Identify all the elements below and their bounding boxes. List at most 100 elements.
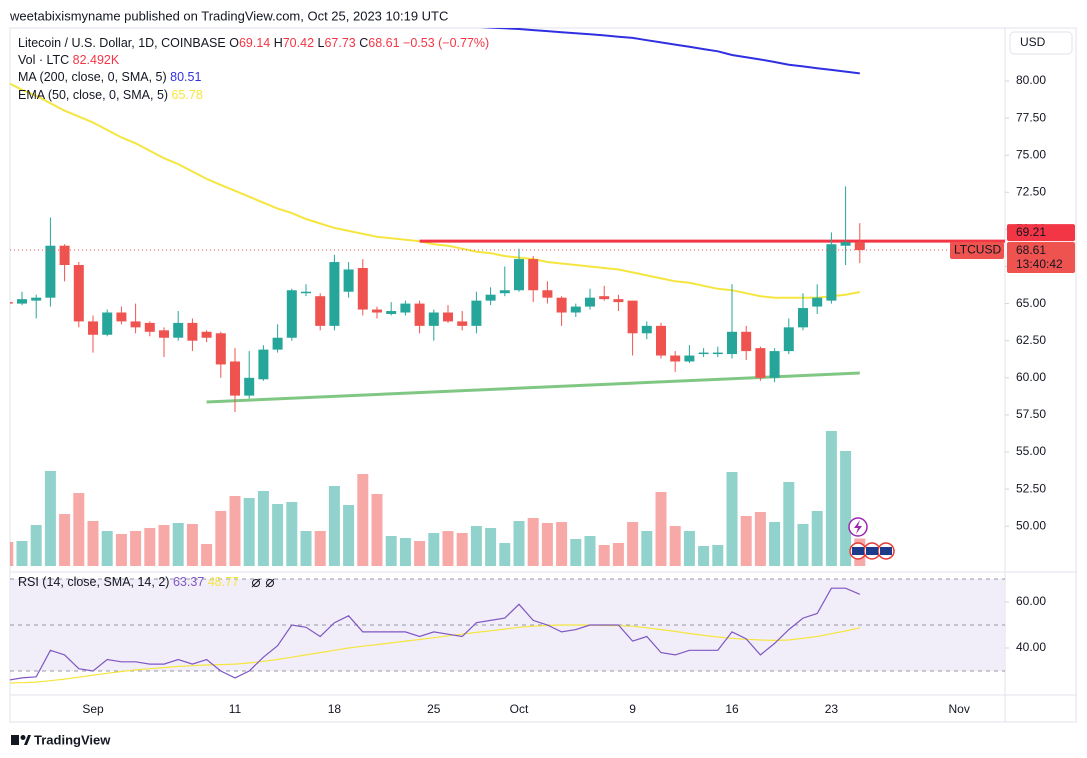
volume-bar <box>754 512 766 566</box>
volume-bar <box>712 545 724 566</box>
ohlc-value: 68.61 <box>368 36 399 50</box>
candle-body <box>372 309 382 313</box>
event-icon[interactable] <box>854 520 862 534</box>
volume-bar <box>229 496 241 566</box>
x-tick-label: 18 <box>328 702 342 716</box>
rsi-tick-label: 60.00 <box>1016 594 1046 608</box>
volume-bar <box>44 471 56 566</box>
logo-mark <box>24 735 31 745</box>
candle-body <box>343 269 354 292</box>
x-tick-label: Nov <box>949 702 970 716</box>
candle-body <box>301 291 311 294</box>
volume-bar <box>328 486 340 566</box>
candle-body <box>45 245 56 298</box>
y-tick-label: 60.00 <box>1016 370 1046 384</box>
candle-body <box>357 267 368 310</box>
y-tick-label: 77.50 <box>1016 110 1046 124</box>
candle-body <box>556 297 567 313</box>
volume-bar <box>726 472 738 566</box>
candle-body <box>585 297 595 307</box>
rsi-value: 63.37 <box>173 575 204 589</box>
currency-button[interactable] <box>1009 31 1073 55</box>
ohlc-value: 69.14 <box>239 36 270 50</box>
candle-body <box>599 296 610 300</box>
x-tick-label: 9 <box>629 702 636 716</box>
volume-bar <box>30 525 42 566</box>
volume-bar <box>314 531 326 566</box>
candle-body <box>159 330 169 338</box>
candle-body <box>727 331 737 355</box>
rsi-sma-line <box>10 624 860 684</box>
x-tick-label: 25 <box>427 702 441 716</box>
volume-bar <box>73 493 85 566</box>
event-icon[interactable] <box>866 547 878 555</box>
last-price-label: 68.61 <box>1016 243 1046 257</box>
icon[interactable] <box>265 578 275 588</box>
candle-body <box>329 262 340 326</box>
icon[interactable] <box>252 579 260 587</box>
event-icons[interactable] <box>848 517 895 560</box>
volume-bar <box>10 542 14 566</box>
x-tick-label: 11 <box>229 702 242 716</box>
candle-body <box>116 312 127 322</box>
footer-text: TradingView <box>34 732 111 747</box>
volume-bar <box>130 531 142 566</box>
volume-bar <box>641 531 653 566</box>
header: weetabixismyname published on TradingVie… <box>9 8 448 23</box>
icon[interactable] <box>266 579 274 587</box>
candle-body <box>31 297 42 301</box>
resistance-label: 69.21 <box>1016 225 1046 239</box>
volume-bar <box>499 543 511 566</box>
icon[interactable] <box>251 578 261 588</box>
legend-volume: Vol · LTC 82.492K <box>18 53 120 67</box>
candle-body <box>173 322 184 338</box>
candle-body <box>670 355 681 362</box>
y-tick-label: 55.00 <box>1016 444 1046 458</box>
legend-main: Litecoin / U.S. Dollar, 1D, COINBASE O69… <box>18 36 489 50</box>
candle-body <box>826 244 837 301</box>
symbol-title: Litecoin / U.S. Dollar, 1D, COINBASE <box>18 36 226 50</box>
volume-bar <box>485 528 497 566</box>
candle-body <box>783 327 794 352</box>
volume-bar <box>556 522 568 566</box>
candle-body <box>215 333 226 365</box>
symbol-label-box <box>950 242 1004 260</box>
volume-bar <box>783 482 795 566</box>
volume-bar <box>598 545 610 566</box>
visibility-icons[interactable] <box>251 578 275 588</box>
ema-value: 65.78 <box>172 88 203 102</box>
volume-bar <box>371 494 383 566</box>
volume-bar <box>740 516 752 566</box>
event-icon[interactable] <box>852 547 864 555</box>
support-line <box>206 371 860 404</box>
volume-bar <box>612 543 624 566</box>
symbol-label: LTCUSD <box>954 243 1001 257</box>
volume-bar <box>286 502 298 566</box>
candle-body <box>471 300 482 326</box>
candle-body <box>88 321 98 335</box>
candle-body <box>400 303 411 313</box>
x-tick-label: Sep <box>82 702 104 716</box>
resistance-label-box <box>1007 224 1075 242</box>
candle-body <box>613 299 624 303</box>
volume-bar <box>627 522 639 566</box>
y-tick-label: 62.50 <box>1016 333 1046 347</box>
candle-body <box>542 290 553 298</box>
volume-name: Vol · LTC <box>18 53 69 67</box>
y-tick-label: 80.00 <box>1016 73 1046 87</box>
candle-body <box>443 312 453 322</box>
y-tick-label: 50.00 <box>1016 518 1046 532</box>
event-icon[interactable] <box>880 547 892 555</box>
volume-bar <box>343 505 355 566</box>
candle-body <box>10 302 13 304</box>
currency-label[interactable]: USD <box>1020 35 1046 49</box>
volume-bar <box>541 523 553 566</box>
volume-bar <box>769 522 781 566</box>
candle-body <box>201 331 212 338</box>
volume-bar <box>300 531 312 566</box>
candle-body <box>102 312 113 335</box>
volume-bar <box>59 514 71 566</box>
ohlc-letter: O <box>229 36 239 50</box>
frame <box>9 27 1077 723</box>
change-label: −0.53 (−0.77%) <box>403 36 489 50</box>
